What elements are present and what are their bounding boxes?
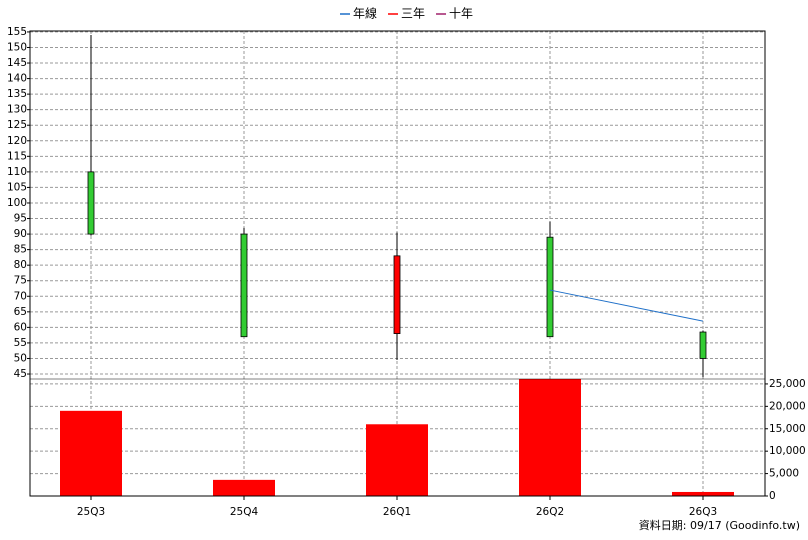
y-tick-label: 130 (7, 104, 27, 116)
y-tick-label: 115 (7, 150, 27, 162)
y2-tick-label: 25,000 (769, 378, 806, 390)
x-tick-label: 25Q4 (230, 506, 259, 518)
y-tick-label: 125 (7, 119, 27, 131)
legend-label: 年線 (353, 6, 377, 21)
candle-body (393, 255, 401, 334)
y-tick-label: 150 (7, 41, 27, 53)
x-tick-label: 26Q2 (536, 506, 564, 518)
volume-bar (213, 479, 275, 496)
candle-body (240, 233, 248, 338)
candle-body (699, 331, 707, 359)
volume-bar (519, 379, 581, 496)
x-tick-label: 26Q1 (383, 506, 411, 518)
y2-tick-label: 20,000 (769, 400, 806, 412)
y-tick-label: 65 (14, 306, 27, 318)
volume-bar (366, 424, 428, 496)
volume-bar (60, 410, 122, 496)
y-tick-label: 135 (7, 88, 27, 100)
volume-bar (672, 491, 734, 496)
y-tick-label: 110 (7, 166, 27, 178)
y-tick-label: 95 (14, 213, 27, 225)
y-tick-label: 45 (14, 368, 27, 380)
candle-body (87, 171, 95, 235)
x-tick-label: 25Q3 (77, 506, 105, 518)
y-tick-label: 50 (14, 352, 27, 364)
y-tick-label: 85 (14, 244, 27, 256)
y-tick-label: 60 (14, 321, 27, 333)
y-tick-label: 80 (14, 259, 27, 271)
candle-body (546, 236, 554, 338)
y-tick-label: 75 (14, 275, 27, 287)
ma-line (549, 289, 704, 322)
y-tick-label: 145 (7, 57, 27, 69)
y-tick-label: 55 (14, 337, 27, 349)
y-tick-label: 140 (7, 73, 27, 85)
legend-label: 十年 (449, 7, 473, 21)
y2-tick-label: 0 (769, 490, 776, 502)
y-tick-label: 155 (7, 26, 27, 38)
plot-frame (29, 30, 766, 497)
y-tick-label: 100 (7, 197, 27, 209)
y-tick-label: 90 (14, 228, 27, 240)
y2-tick-label: 10,000 (769, 445, 806, 457)
y2-tick-label: 15,000 (769, 423, 806, 435)
y-tick-label: 105 (7, 181, 27, 193)
y2-tick-label: 5,000 (769, 468, 799, 480)
x-tick-label: 26Q3 (689, 506, 717, 518)
y-tick-label: 70 (14, 290, 27, 302)
legend-label: 三年 (401, 7, 425, 21)
footer: 資料日期: 09/17 (Goodinfo.tw) (639, 518, 800, 532)
y-tick-label: 120 (7, 135, 27, 147)
